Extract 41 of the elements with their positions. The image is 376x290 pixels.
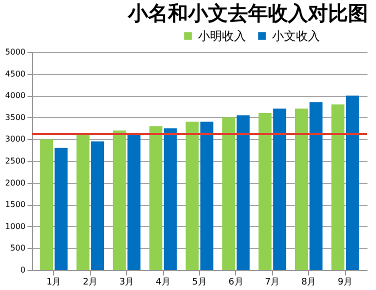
y-tick-label: 500 xyxy=(10,244,26,253)
bar xyxy=(222,117,236,270)
bar xyxy=(273,108,286,270)
legend-label: 小文收入 xyxy=(272,29,320,43)
y-tick-label: 3500 xyxy=(5,112,26,122)
bar xyxy=(331,104,344,270)
bar xyxy=(310,102,323,270)
y-tick-label: 5000 xyxy=(5,48,26,56)
bar xyxy=(54,148,68,270)
y-tick-label: 0 xyxy=(20,266,26,274)
bar xyxy=(258,113,272,270)
x-tick-label: 8月 xyxy=(301,278,316,288)
y-tick-label: 4500 xyxy=(5,69,26,78)
bar xyxy=(149,126,162,270)
legend-label: 小明收入 xyxy=(198,29,246,43)
x-tick-label: 7月 xyxy=(264,278,280,288)
y-tick-label: 2500 xyxy=(5,156,26,166)
x-tick-label: 5月 xyxy=(192,278,207,288)
bar xyxy=(294,108,308,270)
bar xyxy=(91,141,104,270)
y-tick-label: 2000 xyxy=(5,178,26,188)
bar xyxy=(112,130,126,270)
x-tick-label: 3月 xyxy=(119,278,134,288)
bar xyxy=(200,122,214,270)
bar xyxy=(40,139,54,270)
x-tick-label: 2月 xyxy=(82,278,98,288)
bar xyxy=(236,115,250,270)
bar xyxy=(186,122,199,270)
x-tick-label: 1月 xyxy=(46,278,62,288)
x-tick-label: 9月 xyxy=(338,278,353,288)
x-tick-label: 4月 xyxy=(156,278,170,288)
y-tick-label: 1500 xyxy=(5,200,26,210)
x-tick-label: 6月 xyxy=(228,278,244,288)
y-tick-label: 3000 xyxy=(5,134,26,144)
y-tick-label: 4000 xyxy=(5,91,26,100)
bar xyxy=(164,128,177,270)
bar xyxy=(346,96,359,270)
chart-title: 小名和小文去年收入对比图 xyxy=(127,1,368,25)
bar xyxy=(76,134,90,270)
bar xyxy=(127,134,140,270)
y-tick-label: 1000 xyxy=(5,222,26,231)
